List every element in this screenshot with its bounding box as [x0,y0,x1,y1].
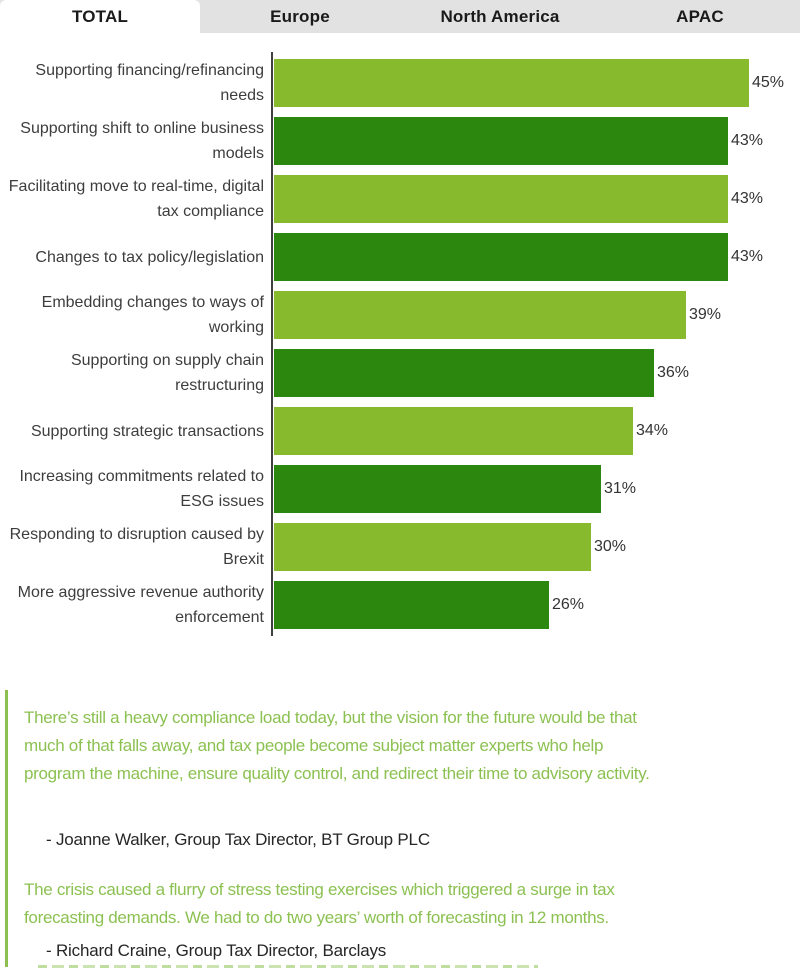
cut-off-text-line [38,965,538,968]
value-label: 43% [731,248,764,265]
bar [274,233,728,281]
value-label: 43% [731,190,764,207]
tab-north-america[interactable]: North America [440,6,560,26]
category-label: Supporting shift to online business mode… [20,120,264,162]
category-label: Supporting strategic transactions [30,422,264,440]
category-label: Changes to tax policy/legislation [35,248,264,266]
category-label: Facilitating move to real-time, digital … [8,178,264,220]
chart-row: Supporting financing/refinancing needs 45… [0,54,800,112]
tab-europe[interactable]: Europe [270,6,330,26]
category-label: More aggressive revenue authority enforc… [17,584,264,626]
value-label: 31% [604,480,637,497]
category-label: Responding to disruption caused by Brexi… [9,526,264,568]
value-label: 36% [657,364,690,381]
category-label: Supporting financing/refinancing needs [35,62,264,104]
bar-chart: Supporting financing/refinancing needs 45… [0,52,800,636]
bar [274,175,728,223]
bar [274,407,633,455]
tab-apac[interactable]: APAC [676,6,724,26]
bar [274,523,591,571]
quote-text-1: There’s still a heavy compliance load to… [24,708,650,783]
category-label: Supporting on supply chain restructuring [70,352,264,394]
category-label: Increasing commitments related to ESG is… [19,468,264,510]
chart-row: Supporting shift to online business mode… [0,112,800,170]
bar-area: 43% [272,170,800,228]
quote-section: There’s still a heavy compliance load to… [5,690,800,967]
bar-area: 39% [272,286,800,344]
bar-area: 34% [272,402,800,460]
chart-rows: Supporting financing/refinancing needs 45… [0,54,800,634]
tab-total[interactable]: TOTAL [0,0,200,33]
bar [274,581,549,629]
chart-row: Facilitating move to real-time, digital … [0,170,800,228]
quote-attribution-2: - Richard Craine, Group Tax Director, Ba… [46,941,387,960]
chart-row: Changes to tax policy/legislation 43% [0,228,800,286]
value-label: 34% [636,422,669,439]
chart-row: Increasing commitments related to ESG is… [0,460,800,518]
bar [274,291,686,339]
chart-row: Supporting strategic transactions 34% [0,402,800,460]
chart-row: Embedding changes to ways of working 39% [0,286,800,344]
bar [274,349,654,397]
bar-area: 31% [272,460,800,518]
bar-area: 30% [272,518,800,576]
bar [274,59,749,107]
value-label: 43% [731,132,764,149]
axis-line [271,52,273,636]
value-label: 39% [689,306,722,323]
bar-area: 45% [272,54,800,112]
bar-area: 43% [272,228,800,286]
quote-attribution-1: - Joanne Walker, Group Tax Director, BT … [46,830,430,849]
bar-area: 26% [272,576,800,634]
tab-bar: TOTAL Europe North America APAC [0,0,800,33]
value-label: 26% [552,596,585,613]
chart-row: Supporting on supply chain restructuring… [0,344,800,402]
bar-area: 36% [272,344,800,402]
value-label: 30% [594,538,627,555]
bar-area: 43% [272,112,800,170]
bar [274,117,728,165]
quote-text-2: The crisis caused a flurry of stress tes… [24,880,615,927]
chart-row: More aggressive revenue authority enforc… [0,576,800,634]
value-label: 45% [752,74,785,91]
bar [274,465,601,513]
category-label: Embedding changes to ways of working [41,294,264,336]
chart-row: Responding to disruption caused by Brexi… [0,518,800,576]
